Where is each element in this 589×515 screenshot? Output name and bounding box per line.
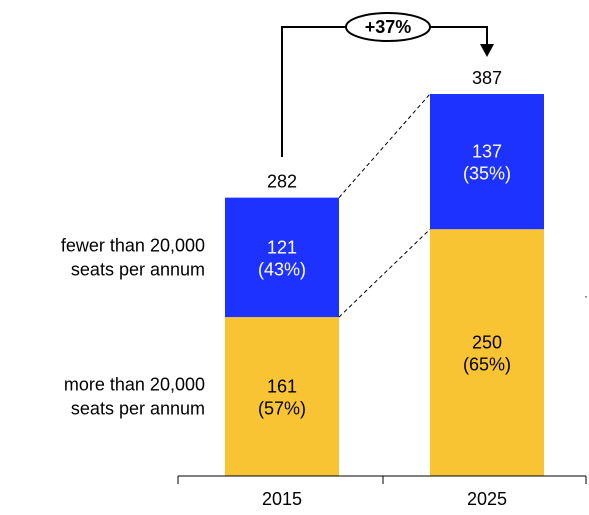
connector-lines (338, 93, 431, 318)
segment-value-2015-series-0: 161 (267, 377, 297, 397)
bar-segment-2025-series-1 (430, 94, 544, 230)
bar-segment-2025-series-0 (430, 229, 544, 476)
series-labels: more than 20,000 seats per annum fewer tha… (61, 235, 205, 418)
growth-badge (345, 12, 431, 42)
bar-segment-2015-series-0 (225, 317, 339, 476)
x-tick-label-2015: 2015 (262, 489, 302, 509)
growth-annotation: +37% (281, 12, 494, 157)
segment-share-2025-series-0: (65%) (463, 355, 511, 375)
total-label-2025: 387 (472, 68, 502, 88)
segment-value-2025-series-1: 137 (472, 142, 502, 162)
connector-line-0 (338, 228, 431, 318)
bars-layer (225, 94, 544, 476)
total-label-2015: 282 (267, 172, 297, 192)
stray-tick-mark: · (584, 289, 588, 303)
x-axis: 2015 2025 (177, 475, 587, 509)
value-labels: 161(57%) 121(43%) 282 250(65%) 137(35%) 387 (258, 68, 511, 419)
segment-value-2025-series-0: 250 (472, 333, 502, 353)
series-label-0-line-0: more than 20,000 (64, 375, 205, 395)
segment-value-2015-series-1: 121 (267, 237, 297, 257)
series-label-1-line-1: seats per annum (71, 259, 205, 279)
growth-arrow-line (281, 26, 488, 157)
series-label-1-line-0: fewer than 20,000 (61, 235, 205, 255)
segment-share-2015-series-1: (43%) (258, 259, 306, 279)
segment-share-2015-series-0: (57%) (258, 399, 306, 419)
series-label-0-line-1: seats per annum (71, 399, 205, 419)
segment-share-2025-series-1: (35%) (463, 164, 511, 184)
bar-segment-2015-series-1 (225, 197, 339, 318)
connector-line-1 (338, 93, 431, 198)
growth-arrowhead (480, 44, 494, 57)
x-tick-label-2025: 2025 (467, 489, 507, 509)
growth-label: +37% (365, 17, 412, 37)
